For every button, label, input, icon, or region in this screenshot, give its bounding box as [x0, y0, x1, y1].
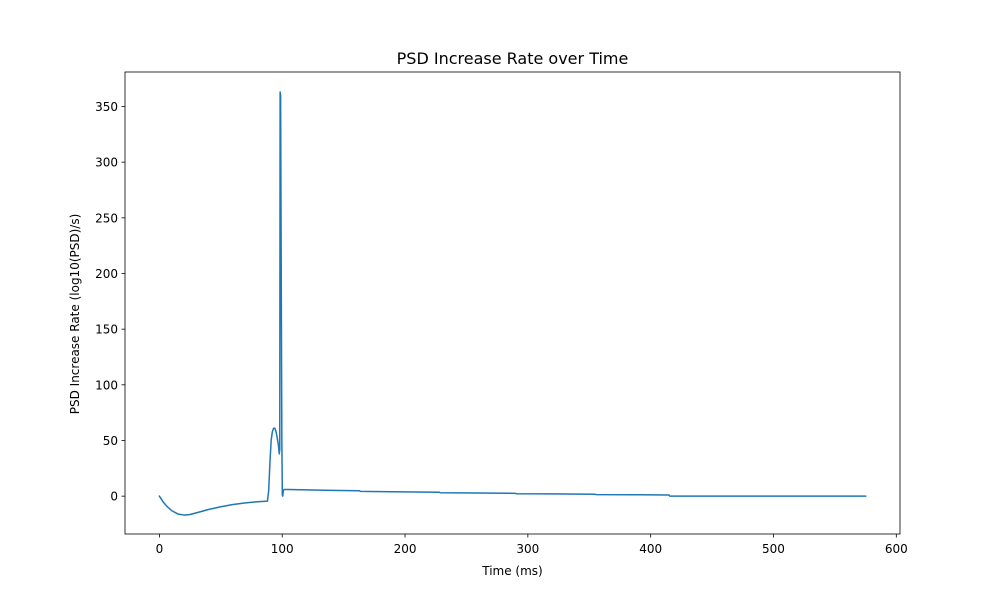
y-tick-label: 300	[95, 156, 118, 170]
y-tick-label: 100	[95, 378, 118, 392]
x-tick-label: 200	[394, 542, 417, 556]
x-tick-label: 400	[639, 542, 662, 556]
y-tick-label: 200	[95, 267, 118, 281]
x-tick-label: 100	[271, 542, 294, 556]
y-tick-label: 350	[95, 100, 118, 114]
chart-title: PSD Increase Rate over Time	[397, 49, 629, 68]
axes-frame	[124, 71, 901, 535]
x-tick-label: 500	[762, 542, 785, 556]
x-tick-label: 0	[156, 542, 164, 556]
plot-area: 0 100 200 300 400 500 600 0 50 100 150 200 250 300 350	[95, 71, 908, 556]
x-tick-label: 300	[516, 542, 539, 556]
y-tick-label: 150	[95, 323, 118, 337]
x-axis-label: Time (ms)	[481, 564, 543, 578]
y-tick-label: 0	[110, 490, 118, 504]
series-line-0	[158, 91, 867, 516]
y-tick-label: 250	[95, 211, 118, 225]
x-tick-label: 600	[885, 542, 908, 556]
y-tick-label: 50	[103, 434, 118, 448]
y-axis-label: PSD Increase Rate (log10(PSD)/s)	[68, 214, 82, 415]
